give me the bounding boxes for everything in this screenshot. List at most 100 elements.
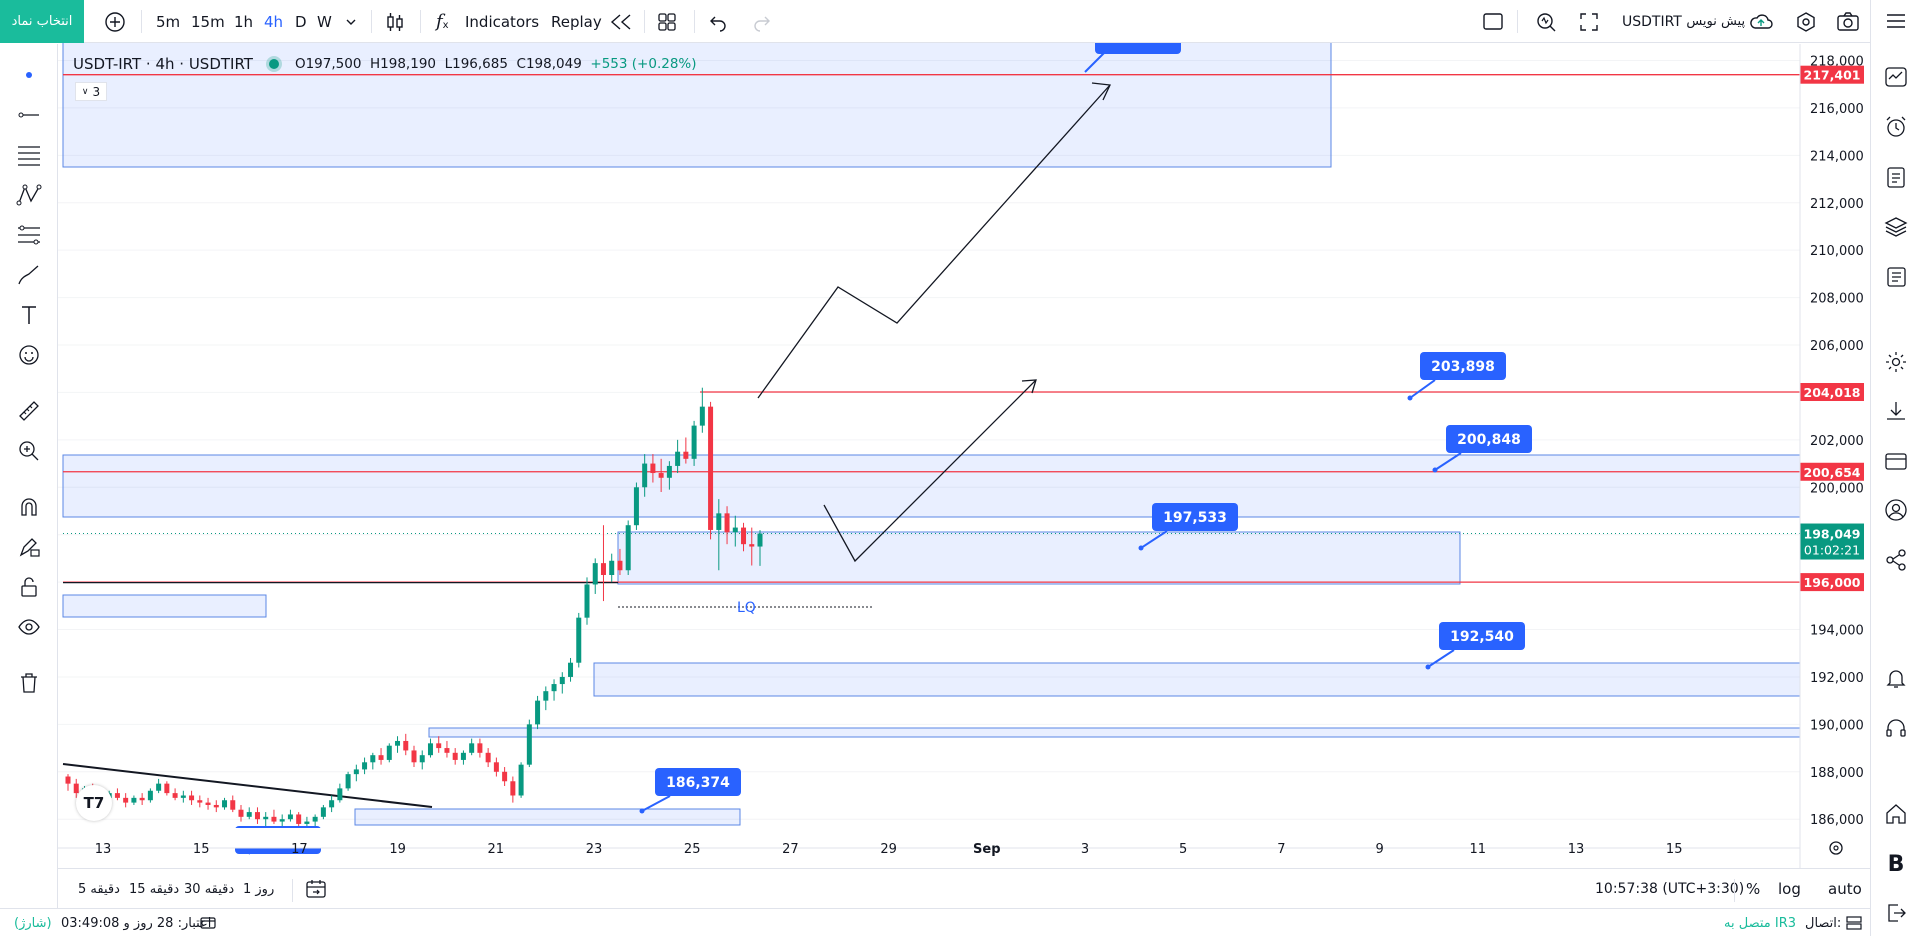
fullscreen-window-icon[interactable] — [1482, 0, 1504, 43]
menu-icon[interactable] — [1881, 6, 1911, 36]
fib-retracement-icon[interactable] — [14, 140, 44, 170]
timeframe-4h[interactable]: 4h — [264, 12, 284, 31]
layers-icon[interactable] — [1881, 212, 1911, 242]
zone-box — [428, 727, 1801, 738]
timeframe-d[interactable]: D — [295, 12, 307, 31]
settings-gear-icon[interactable] — [1881, 347, 1911, 377]
pattern-icon[interactable] — [14, 180, 44, 210]
prediction-tools-icon[interactable] — [14, 220, 44, 250]
alarm-clock-icon[interactable] — [1881, 112, 1911, 142]
cloud-save-icon[interactable] — [1747, 0, 1775, 43]
log-toggle[interactable]: log — [1778, 880, 1801, 898]
candle — [222, 797, 228, 810]
range-1-day[interactable]: 1 روز — [243, 881, 275, 897]
chart-legend: USDT-IRT · 4h · USDTIRT O197,500 H198,19… — [73, 55, 697, 73]
lock-pencil-icon[interactable] — [14, 532, 44, 562]
brand-b-icon[interactable]: B — [1887, 851, 1905, 877]
bell-icon[interactable] — [1881, 663, 1911, 693]
home-icon[interactable] — [1881, 799, 1911, 829]
time-axis: 13 15 17 19 21 23 25 27 29 Sep 3 5 7 9 11 13 15 — [95, 841, 1843, 857]
cursor-dot-icon[interactable] — [14, 60, 44, 90]
share-icon[interactable] — [1881, 545, 1911, 575]
price-tag — [1800, 573, 1864, 592]
time-tick-label: 17 — [291, 842, 308, 857]
indicators-collapse-toggle[interactable]: ∨ 3 — [75, 82, 107, 101]
timeframe-15m[interactable]: 15m — [191, 12, 225, 31]
replay-icon[interactable] — [608, 0, 634, 43]
price-axis: 186,000 188,000 190,000 192,000 194,000 196,0… — [1800, 55, 1864, 828]
timeframe-5m[interactable]: 5m — [156, 12, 181, 31]
candle — [263, 812, 269, 827]
candles-type-icon[interactable] — [384, 0, 406, 43]
time-tick-label: 15 — [1666, 842, 1683, 857]
profile-icon[interactable] — [1881, 495, 1911, 525]
legend-title[interactable]: USDT-IRT · 4h · USDTIRT — [73, 55, 253, 73]
range-30-minutes[interactable]: 30 دقیقه — [184, 881, 235, 897]
news-icon[interactable] — [1881, 262, 1911, 292]
quick-search-icon[interactable] — [1534, 0, 1558, 43]
timeframe-w[interactable]: W — [317, 12, 332, 31]
tradingview-logo[interactable]: T7 — [76, 785, 112, 821]
undo-icon[interactable] — [708, 0, 728, 43]
candle — [493, 757, 499, 777]
notes-icon[interactable] — [1881, 162, 1911, 192]
price-tick-label: 202,000 — [1810, 434, 1864, 449]
candle — [337, 783, 343, 803]
lock-icon[interactable] — [14, 572, 44, 602]
clock-time[interactable]: 10:57:38 (UTC+3:30) — [1595, 881, 1745, 897]
charge-link[interactable]: (شارژ) — [14, 915, 52, 931]
redo-icon[interactable] — [752, 0, 772, 43]
range-5-minutes[interactable]: 5 دقیقه — [78, 881, 120, 897]
fullscreen-icon[interactable] — [1578, 0, 1600, 43]
zoom-in-icon[interactable] — [14, 436, 44, 466]
trash-icon[interactable] — [14, 668, 44, 698]
logout-icon[interactable] — [1881, 898, 1911, 928]
brush-icon[interactable] — [14, 260, 44, 290]
headset-icon[interactable] — [1881, 713, 1911, 743]
settings-hex-icon[interactable] — [1795, 0, 1817, 43]
timeframe-1h[interactable]: 1h — [234, 12, 254, 31]
chevron-down-icon[interactable] — [345, 0, 357, 43]
goto-date-icon[interactable] — [304, 869, 328, 909]
trend-line-icon[interactable] — [14, 100, 44, 130]
range-15-minutes[interactable]: 15 دقیقه — [129, 881, 180, 897]
eye-icon[interactable] — [14, 612, 44, 642]
candle — [609, 553, 615, 583]
ruler-icon[interactable] — [14, 396, 44, 426]
zone-box — [62, 454, 1801, 518]
server-icon — [1846, 909, 1862, 937]
legend-values: O197,500 H198,190 L196,685 C198,049 +553… — [294, 56, 697, 72]
add-symbol-icon[interactable] — [104, 0, 126, 43]
percent-toggle[interactable]: % — [1746, 880, 1761, 898]
symbol-label[interactable]: USDTIRT پیش نویس — [1622, 13, 1746, 30]
candle — [600, 525, 606, 602]
wallet-icon[interactable] — [1881, 446, 1911, 476]
callout-label: 186,374 — [666, 775, 730, 791]
connection-status[interactable]: متصل به IR3 — [1724, 915, 1797, 931]
drawing-toolbar — [0, 44, 58, 908]
candle — [732, 515, 738, 547]
layout-grid-icon[interactable] — [656, 0, 678, 43]
time-tick-label: Sep — [973, 842, 1001, 857]
price-tick-label: 212,000 — [1810, 197, 1864, 212]
candle — [238, 804, 244, 822]
price-tick-label: 216,000 — [1810, 102, 1864, 117]
price-tick-label: 214,000 — [1810, 149, 1864, 164]
time-tick-label: 29 — [880, 842, 897, 857]
indicators-button[interactable]: Indicators — [465, 12, 540, 31]
magnet-icon[interactable] — [14, 492, 44, 522]
time-tick-label: 15 — [193, 842, 210, 857]
camera-icon[interactable] — [1836, 0, 1860, 43]
replay-button[interactable]: Replay — [551, 12, 602, 31]
watchlist-icon[interactable] — [1881, 62, 1911, 92]
candle — [189, 790, 195, 805]
candle — [246, 807, 252, 820]
candle — [329, 795, 335, 813]
auto-toggle[interactable]: auto — [1828, 880, 1862, 898]
emoji-icon[interactable] — [14, 340, 44, 370]
text-tool-icon[interactable] — [14, 300, 44, 330]
symbol-search-button[interactable]: انتخاب نماد — [0, 0, 84, 43]
download-icon[interactable] — [1881, 396, 1911, 426]
